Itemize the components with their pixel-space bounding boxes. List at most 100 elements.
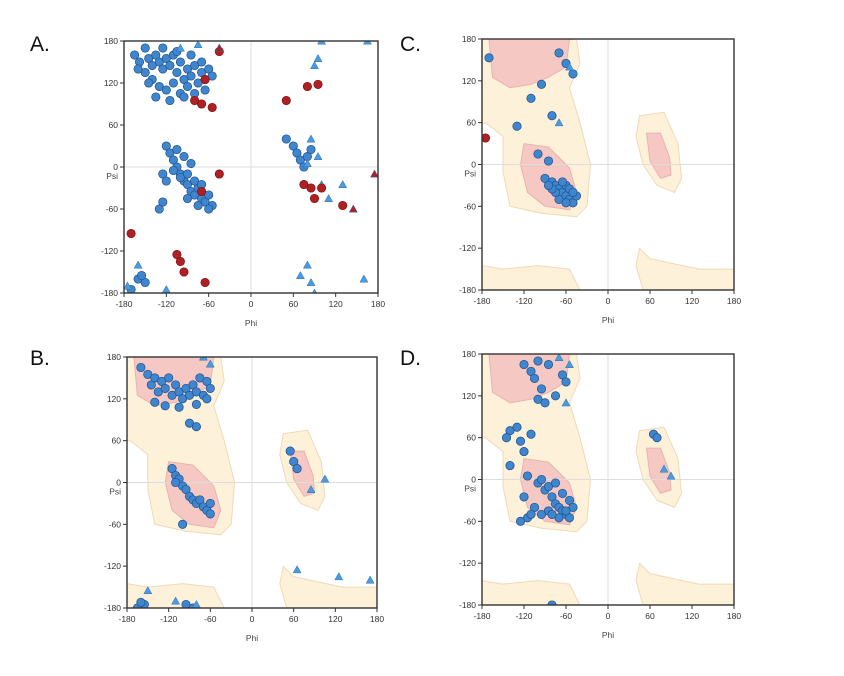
panel-b: B. -180 -120 -60 0 60 120 180 -180 -120 -60 0 60 120… (30, 347, 384, 643)
residue-point (515, 436, 526, 446)
y-tick-label: 180 (104, 36, 118, 46)
residue-point (193, 200, 203, 211)
y-tick-label: 60 (467, 118, 477, 128)
triangle-point (295, 270, 305, 279)
residue-point (186, 71, 196, 81)
residue-point (561, 377, 571, 387)
triangle-point (171, 596, 181, 605)
residue-point (172, 144, 182, 155)
y-tick-label: 0 (471, 475, 476, 485)
triangle-point (334, 572, 344, 581)
triangle-point (659, 464, 669, 473)
y-tick-label: -120 (459, 558, 476, 568)
residue-point (160, 383, 170, 393)
triangle-point (306, 134, 316, 143)
y-tick-label: -180 (104, 603, 121, 613)
residue-point (526, 509, 536, 519)
residue-point (182, 81, 193, 92)
panel-d: D. -180 -120 -60 0 60 120 180 -180 -120 -60 0 60 120… (400, 347, 741, 640)
residue-point (161, 141, 171, 151)
residue-point (200, 85, 210, 95)
residue-point (205, 498, 215, 508)
x-tick-label: -60 (560, 296, 573, 306)
residue-point (186, 158, 196, 169)
allowed-region (279, 565, 377, 608)
residue-point (543, 359, 554, 370)
residue-point (202, 394, 212, 404)
panel-b-label: B. (30, 347, 50, 370)
residue-point (179, 151, 189, 162)
y-axis-label: Psi (464, 484, 476, 494)
residue-point (171, 477, 181, 488)
outlier-point (200, 277, 210, 288)
residue-point (547, 111, 557, 121)
x-tick-label: 60 (645, 296, 655, 306)
triangle-point (561, 398, 571, 407)
residue-point (285, 446, 295, 456)
y-tick-label: -180 (459, 600, 476, 610)
residue-point (136, 362, 146, 373)
residue-point (512, 422, 522, 432)
triangle-point (359, 274, 369, 283)
y-tick-label: 120 (107, 394, 121, 404)
triangle-point (313, 151, 323, 160)
residue-point (484, 53, 494, 63)
residue-point (550, 391, 561, 401)
x-tick-label: 60 (289, 614, 299, 624)
outlier-point (214, 169, 224, 179)
outlier-point (197, 99, 207, 109)
x-tick-label: -180 (473, 611, 490, 621)
residue-point (292, 464, 302, 474)
residue-point (182, 193, 193, 204)
residue-point (557, 488, 568, 498)
residue-point (501, 433, 512, 443)
triangle-point (124, 281, 132, 290)
residue-point (150, 397, 160, 407)
y-tick-label: 120 (104, 78, 118, 88)
outlier-point (313, 79, 323, 89)
residue-point (557, 177, 568, 187)
panel-c-label: C. (400, 33, 421, 56)
allowed-region (482, 265, 581, 290)
x-axis-label: Phi (245, 318, 257, 328)
residue-point (288, 141, 298, 151)
residue-point (197, 57, 207, 67)
residue-point (161, 176, 171, 186)
triangle-point (133, 260, 143, 269)
x-tick-label: 0 (606, 611, 611, 621)
y-axis-label: Psi (464, 169, 476, 179)
residue-point (536, 79, 547, 89)
triangle-point (348, 204, 358, 213)
x-tick-label: -180 (118, 614, 135, 624)
outlier-point (207, 102, 217, 113)
y-tick-label: 120 (462, 76, 476, 86)
panel-a-label: A. (30, 33, 50, 56)
y-tick-label: 120 (462, 391, 476, 401)
residue-point (136, 597, 146, 607)
residue-point (505, 461, 515, 471)
x-tick-label: -120 (515, 611, 532, 621)
outlier-point (281, 95, 291, 106)
triangle-point (320, 474, 330, 483)
residue-point (536, 474, 547, 485)
triangle-point (565, 62, 574, 71)
x-tick-label: 120 (685, 611, 699, 621)
x-tick-label: 120 (329, 299, 343, 309)
triangle-point (214, 43, 224, 52)
triangle-point (306, 484, 316, 493)
residue-point (205, 509, 215, 519)
x-tick-label: 120 (328, 614, 342, 624)
y-tick-label: 0 (116, 478, 121, 488)
triangle-point (666, 471, 676, 480)
triangle-point (292, 565, 302, 574)
plot-area (482, 39, 734, 290)
y-tick-label: 60 (467, 433, 477, 443)
y-axis-label: Psi (106, 171, 118, 181)
triangle-point (310, 60, 319, 69)
residue-point (561, 506, 571, 516)
outlier-point (338, 200, 348, 211)
residue-point (561, 198, 571, 208)
x-tick-label: -180 (115, 299, 132, 309)
residue-point (191, 422, 201, 432)
